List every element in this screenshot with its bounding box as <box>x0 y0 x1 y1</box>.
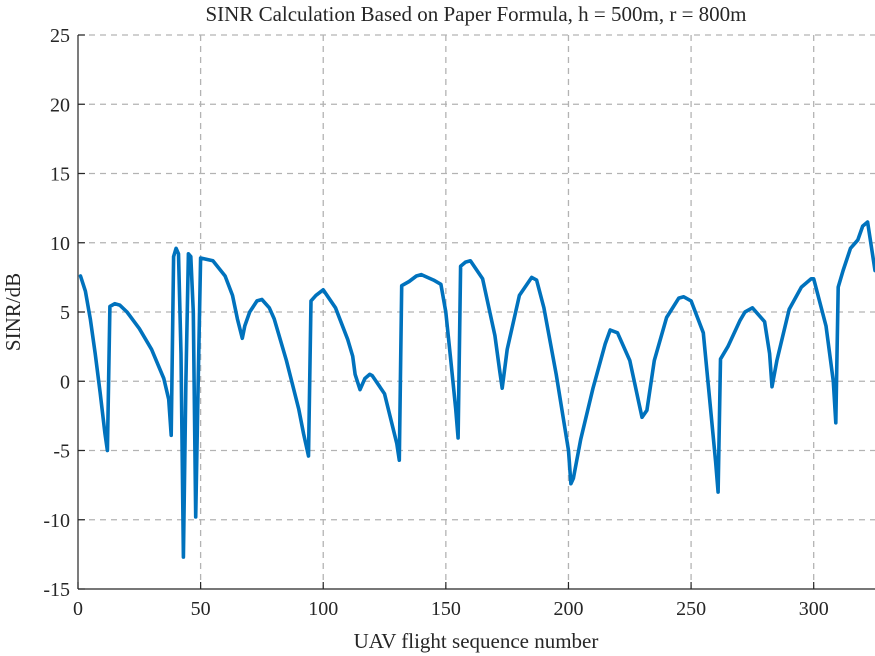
y-axis-ticks: -15 -10 -5 0 5 10 15 20 25 <box>43 25 85 601</box>
y-tick-label: -15 <box>43 579 70 601</box>
series-line-1 <box>78 220 875 559</box>
y-tick-label: 15 <box>50 164 70 186</box>
y-tick-label: 25 <box>50 25 70 47</box>
x-tick-label: 0 <box>73 598 83 620</box>
x-tick-label: 50 <box>191 598 211 620</box>
series-group <box>78 220 875 559</box>
chart-title: SINR Calculation Based on Paper Formula,… <box>205 2 746 26</box>
y-axis-label: SINR/dB <box>1 273 25 351</box>
y-tick-label: 10 <box>50 233 70 255</box>
x-tick-label: 150 <box>431 598 461 620</box>
x-tick-label: 100 <box>308 598 338 620</box>
y-tick-label: -10 <box>43 510 70 532</box>
x-tick-label: 250 <box>676 598 706 620</box>
x-tick-label: 300 <box>799 598 829 620</box>
grid-lines <box>78 34 875 589</box>
x-axis-ticks: 0 50 100 150 200 250 300 <box>73 582 829 620</box>
y-tick-label: 0 <box>60 371 70 393</box>
x-tick-label: 200 <box>553 598 583 620</box>
y-tick-label: 5 <box>60 302 70 324</box>
y-tick-label: -5 <box>53 441 70 463</box>
y-tick-label: 20 <box>50 94 70 116</box>
x-axis-label: UAV flight sequence number <box>354 629 599 653</box>
